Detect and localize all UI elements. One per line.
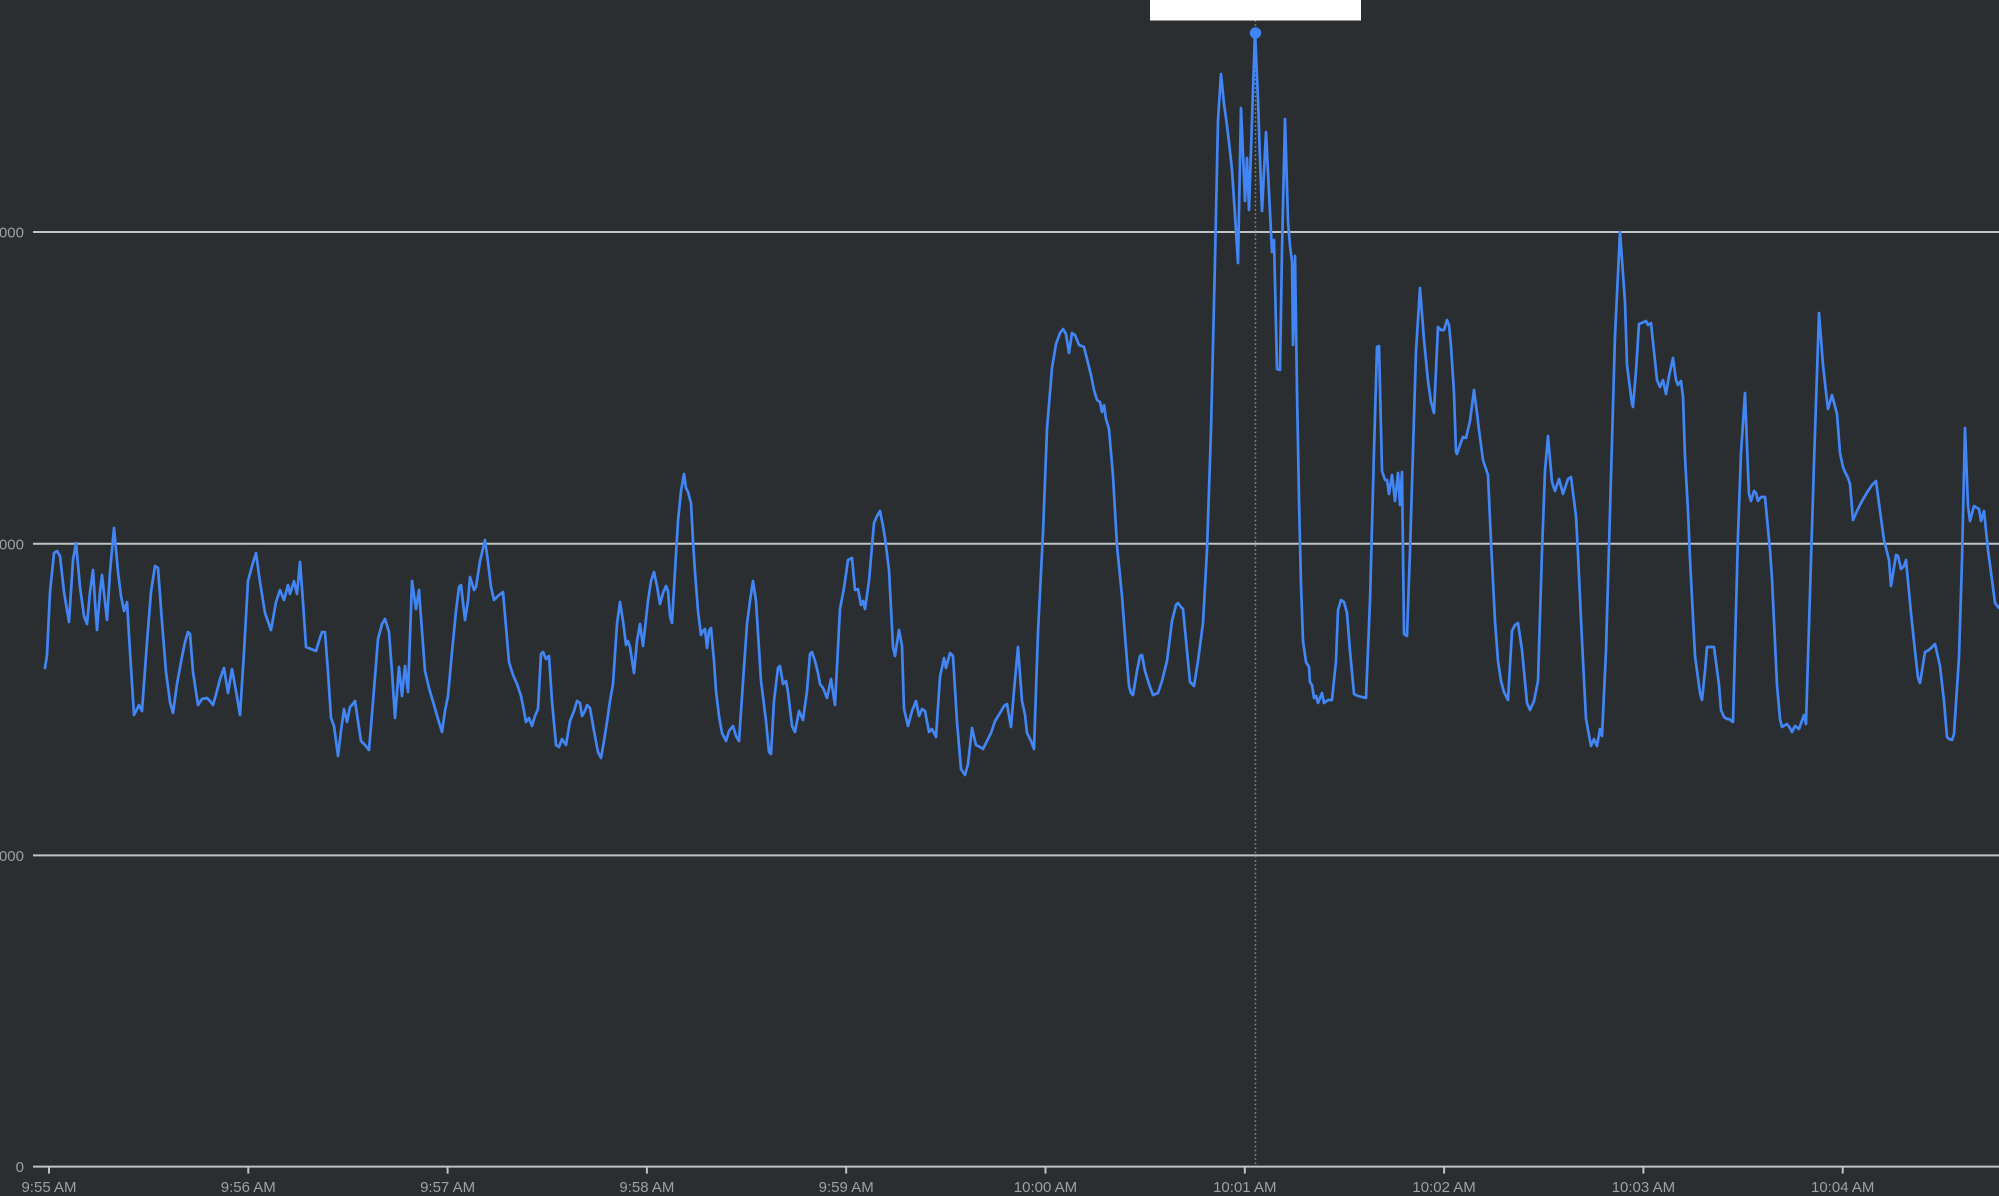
svg-text:5,000: 5,000: [0, 848, 24, 865]
svg-text:9:58 AM: 9:58 AM: [619, 1179, 674, 1196]
svg-text:10:02 AM: 10:02 AM: [1412, 1179, 1475, 1196]
svg-text:10,000: 10,000: [0, 536, 24, 553]
svg-text:9:55 AM: 9:55 AM: [21, 1179, 76, 1196]
svg-text:15,000: 15,000: [0, 225, 24, 242]
svg-text:10:00 AM: 10:00 AM: [1014, 1179, 1077, 1196]
svg-text:9:56 AM: 9:56 AM: [221, 1179, 276, 1196]
svg-text:10:01 AM: 10:01 AM: [1213, 1179, 1276, 1196]
svg-text:9:59 AM: 9:59 AM: [819, 1179, 874, 1196]
svg-text:0: 0: [16, 1159, 24, 1176]
svg-text:9:57 AM: 9:57 AM: [420, 1179, 475, 1196]
svg-text:10:03 AM: 10:03 AM: [1612, 1179, 1675, 1196]
svg-text:10:04 AM: 10:04 AM: [1811, 1179, 1874, 1196]
